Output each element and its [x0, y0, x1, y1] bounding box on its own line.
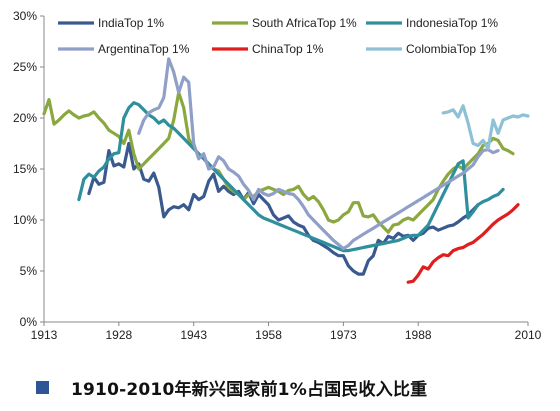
series-line-4 [406, 203, 520, 284]
caption-bullet-square [36, 380, 49, 394]
series-line-2 [77, 101, 505, 253]
y-tick-label: 30% [13, 9, 37, 23]
x-tick-label: 1988 [405, 328, 432, 342]
series-lines [42, 57, 530, 284]
x-tick-label: 1973 [330, 328, 357, 342]
chart-caption: 1910-2010年新兴国家前1%占国民收入比重 [36, 370, 427, 404]
legend-label-0: IndiaTop 1% [98, 16, 164, 30]
legend-label-4: ChinaTop 1% [252, 42, 324, 56]
x-tick-label: 1913 [31, 328, 58, 342]
y-tick-label: 25% [13, 60, 37, 74]
y-tick-label: 20% [13, 111, 37, 125]
y-tick-label: 0% [20, 315, 38, 329]
x-axis: 1913 1928 1943 1958 1973 1988 2010 [31, 321, 542, 342]
legend-label-2: IndonesiaTop 1% [406, 16, 498, 30]
y-tick-label: 5% [20, 264, 38, 278]
legend-label-1: South AfricaTop 1% [252, 16, 357, 30]
series-line-0 [87, 141, 480, 276]
legend-label-3: ArgentinaTop 1% [98, 42, 190, 56]
legend-label-5: ColombiaTop 1% [406, 42, 497, 56]
y-tick-label: 10% [13, 213, 37, 227]
x-tick-label: 1943 [180, 328, 207, 342]
y-axis: 0% 5% 10% 15% 20% 25% 30% [13, 9, 45, 329]
x-tick-label: 2010 [515, 328, 542, 342]
legend: IndiaTop 1% South AfricaTop 1% IndonesiaTo… [58, 16, 498, 56]
series-line-5 [441, 104, 530, 151]
caption-text: 1910-2010年新兴国家前1%占国民收入比重 [71, 379, 428, 400]
y-tick-label: 15% [13, 162, 37, 176]
x-tick-label: 1958 [255, 328, 282, 342]
series-line-3 [137, 57, 500, 251]
x-tick-label: 1928 [105, 328, 132, 342]
